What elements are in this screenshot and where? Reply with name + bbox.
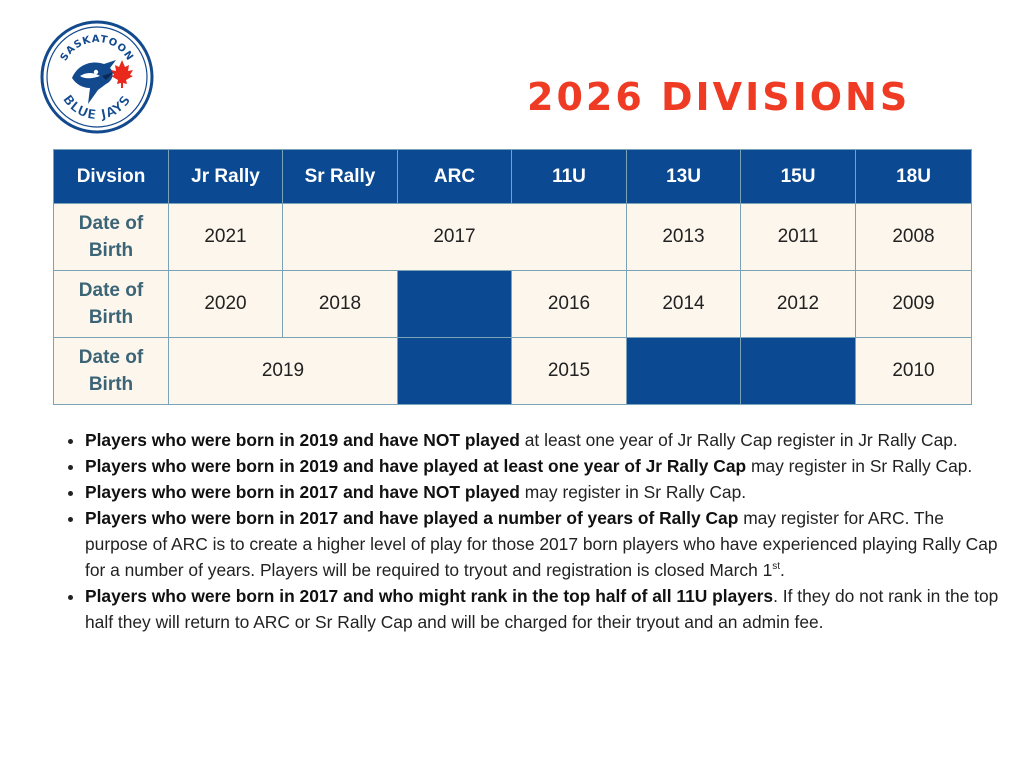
cell-blank <box>397 270 512 338</box>
note-bold: Players who were born in 2017 and who mi… <box>85 586 774 606</box>
row-label: Date of Birth <box>53 337 169 405</box>
list-item: Players who were born in 2019 and have p… <box>85 453 1000 479</box>
header-13u: 13U <box>626 149 741 204</box>
maple-leaf-icon <box>111 60 133 88</box>
note-superscript: st <box>772 561 781 573</box>
cell-sr-rally: 2018 <box>282 270 398 338</box>
cell-18u: 2009 <box>855 270 972 338</box>
cell-18u: 2008 <box>855 203 972 271</box>
header-jr-rally: Jr Rally <box>168 149 283 204</box>
note-bold: Players who were born in 2019 and have p… <box>85 456 747 476</box>
cell-sr-rally-arc-11u: 2017 <box>282 203 627 271</box>
note-text: may register in Sr Rally Cap. <box>746 456 973 476</box>
row-label: Date of Birth <box>53 270 169 338</box>
header-11u: 11U <box>511 149 627 204</box>
cell-13u: 2014 <box>626 270 741 338</box>
list-item: Players who were born in 2019 and have N… <box>85 427 1000 453</box>
eligibility-notes: Players who were born in 2019 and have N… <box>62 427 1000 635</box>
page-title: 2026 DIVISIONS <box>527 75 911 119</box>
table-row: Date of Birth 2021 2017 2013 2011 2008 <box>53 203 972 271</box>
table-header-row: Divsion Jr Rally Sr Rally ARC 11U 13U 15… <box>53 149 972 204</box>
saskatoon-blue-jays-logo: SASKATOON BLUE JAYS <box>40 20 154 134</box>
cell-18u: 2010 <box>855 337 972 405</box>
cell-jr-rally: 2021 <box>168 203 283 271</box>
divisions-table: Divsion Jr Rally Sr Rally ARC 11U 13U 15… <box>53 149 972 405</box>
note-tail: . <box>780 560 785 580</box>
cell-blank <box>626 337 741 405</box>
note-bold: Players who were born in 2017 and have N… <box>85 482 520 502</box>
header-arc: ARC <box>397 149 512 204</box>
table-row: Date of Birth 2019 2015 2010 <box>53 337 972 405</box>
cell-15u: 2012 <box>740 270 856 338</box>
note-text: . If they do not rank in the top half th… <box>85 586 999 632</box>
note-text: may register in Sr Rally Cap. <box>519 482 747 502</box>
cell-jr-sr-rally: 2019 <box>168 337 398 405</box>
header-sr-rally: Sr Rally <box>282 149 398 204</box>
cell-15u: 2011 <box>740 203 856 271</box>
table-row: Date of Birth 2020 2018 2016 2014 2012 20… <box>53 270 972 338</box>
header-18u: 18U <box>855 149 972 204</box>
cell-blank <box>397 337 512 405</box>
list-item: Players who were born in 2017 and have N… <box>85 479 1000 505</box>
cell-13u: 2013 <box>626 203 741 271</box>
list-item: Players who were born in 2017 and who mi… <box>85 583 1000 635</box>
header-15u: 15U <box>740 149 856 204</box>
cell-jr-rally: 2020 <box>168 270 283 338</box>
blue-jay-icon <box>72 60 116 104</box>
note-bold: Players who were born in 2019 and have N… <box>85 430 520 450</box>
header-division: Divsion <box>53 149 169 204</box>
note-text: at least one year of Jr Rally Cap regist… <box>519 430 958 450</box>
note-bold: Players who were born in 2017 and have p… <box>85 508 739 528</box>
cell-11u: 2016 <box>511 270 627 338</box>
note-text: may register for ARC. The purpose of ARC… <box>85 508 998 580</box>
cell-11u: 2015 <box>511 337 627 405</box>
row-label: Date of Birth <box>53 203 169 271</box>
cell-blank <box>740 337 856 405</box>
list-item: Players who were born in 2017 and have p… <box>85 505 1000 583</box>
